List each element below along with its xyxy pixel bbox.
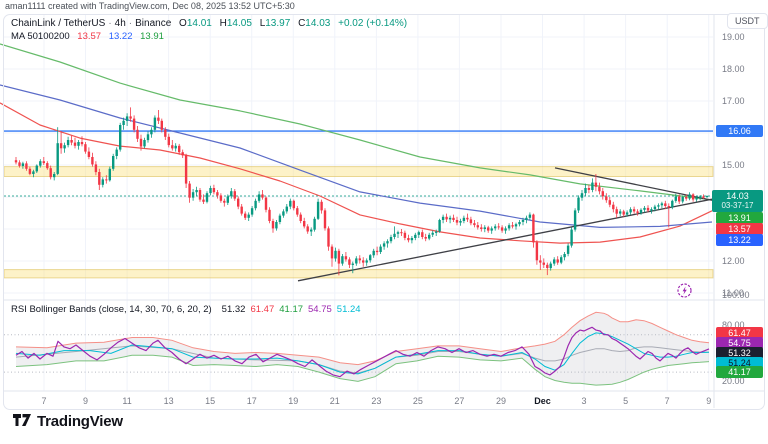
low-label: L xyxy=(259,18,266,29)
grid xyxy=(4,15,713,391)
countdown-timer: 03-37-17 xyxy=(721,201,754,210)
close-label: C xyxy=(298,18,306,29)
rsi-line xyxy=(15,326,710,378)
time-axis-label: 11 xyxy=(122,396,132,406)
time-axis-label: 7 xyxy=(41,396,47,406)
rsi-bb-upper-line xyxy=(15,311,710,366)
price-badge: 13.91 xyxy=(716,212,763,224)
exchange: Binance xyxy=(135,18,172,29)
chart-legend: ChainLink / TetherUS · 4h · Binance O14.01 H… xyxy=(11,18,407,43)
tradingview-logo-icon xyxy=(13,414,31,426)
change-value: +0.02 (+0.14%) xyxy=(338,18,408,29)
close-value: 14.03 xyxy=(305,18,331,29)
time-axis-label: 27 xyxy=(454,396,465,406)
rsi-badge: 54.75 xyxy=(716,337,763,349)
rsi-axis-label: 80.00 xyxy=(722,320,745,331)
rsi-axis-label: 100.00 xyxy=(722,290,750,300)
rsi-axis-label: 20.00 xyxy=(722,376,745,387)
price-axis-label: 12.00 xyxy=(722,256,745,266)
price-axis-label: 17.00 xyxy=(722,96,745,106)
rsi-bb-lower-line xyxy=(15,354,710,386)
rsi-badge: 41.17 xyxy=(716,366,763,378)
rsi-legend-value: 51.24 xyxy=(336,304,361,315)
rsi-legend-value: 54.75 xyxy=(308,304,332,315)
ma100-value: 13.22 xyxy=(108,31,133,42)
rsi-indicator-values: 51.32 61.47 41.17 54.75 51.24 xyxy=(217,304,361,315)
time-axis-label: 3 xyxy=(581,396,587,406)
highlight-zones[interactable] xyxy=(3,166,714,279)
tradingview-logo[interactable]: TradingView xyxy=(13,413,123,430)
rsi-indicator-title[interactable]: RSI Bollinger Bands (close, 14, 30, 70, … xyxy=(11,304,212,315)
time-axis-label: 13 xyxy=(163,396,174,406)
price-axis-label: 15.00 xyxy=(722,160,745,170)
open-label: O xyxy=(179,18,187,29)
rsi-legend-value: 51.32 xyxy=(221,304,246,315)
separator: · xyxy=(108,18,112,29)
time-axis-label: 29 xyxy=(495,396,506,406)
open-value: 14.01 xyxy=(186,18,212,29)
high-label: H xyxy=(219,18,227,29)
rsi-badge: 51.32 xyxy=(716,347,763,359)
price-axis-label: 19.00 xyxy=(722,32,745,42)
separator: · xyxy=(128,18,133,29)
time-axis-label: 7 xyxy=(664,396,670,406)
time-axis-label: 9 xyxy=(83,396,89,406)
time-axis-label: 17 xyxy=(246,396,257,406)
rsi-legend-value: 41.17 xyxy=(279,304,304,315)
ma-row: MA 50100200 13.57 13.22 13.91 xyxy=(11,31,407,43)
time-axis-label: 23 xyxy=(371,396,382,406)
price-badge: 14.03 03-37-17 xyxy=(712,190,763,212)
rsi-indicator-legend: RSI Bollinger Bands (close, 14, 30, 70, … xyxy=(11,304,361,315)
ma50-value: 13.57 xyxy=(77,31,102,42)
time-axis-label: 21 xyxy=(329,396,340,406)
low-value: 13.97 xyxy=(265,18,291,29)
price-axis-label: 11.00 xyxy=(722,288,744,298)
time-axis-label: 9 xyxy=(706,396,712,406)
time-axis-label: 15 xyxy=(205,396,216,406)
tradingview-logo-text: TradingView xyxy=(37,413,123,430)
supply-zone xyxy=(3,166,714,178)
interval[interactable]: 4h xyxy=(114,18,126,29)
high-value: 14.05 xyxy=(226,18,252,29)
time-axis-label: 25 xyxy=(412,396,423,406)
price-badge: 13.57 xyxy=(716,223,763,235)
lightning-icon[interactable] xyxy=(677,283,692,298)
ma200-value: 13.91 xyxy=(140,31,164,42)
symbol-title[interactable]: ChainLink / TetherUS xyxy=(11,18,106,29)
ma-line-ma200 xyxy=(0,43,713,201)
attribution-bar: aman1111 created with TradingView.com, D… xyxy=(5,1,295,11)
price-badge: 13.22 xyxy=(716,234,763,246)
rsi-legend-value: 61.47 xyxy=(250,304,275,315)
ascending-support-trendline[interactable] xyxy=(297,198,713,282)
ma-label[interactable]: MA 50100200 xyxy=(11,31,70,42)
rsi-badge: 61.47 xyxy=(716,327,763,339)
price-badge: 16.06 xyxy=(716,125,763,137)
symbol-row: ChainLink / TetherUS · 4h · Binance O14.01 H… xyxy=(11,18,407,30)
ma-line-ma100 xyxy=(0,84,713,228)
currency-unit-button[interactable]: USDT xyxy=(727,13,768,29)
candlestick-series xyxy=(14,107,709,276)
time-axis-label: 19 xyxy=(288,396,299,406)
price-axis-label: 18.00 xyxy=(722,64,745,74)
time-axis-label: 5 xyxy=(623,396,629,406)
time-axis-label: Dec xyxy=(534,396,551,406)
demand-zone xyxy=(3,269,714,279)
